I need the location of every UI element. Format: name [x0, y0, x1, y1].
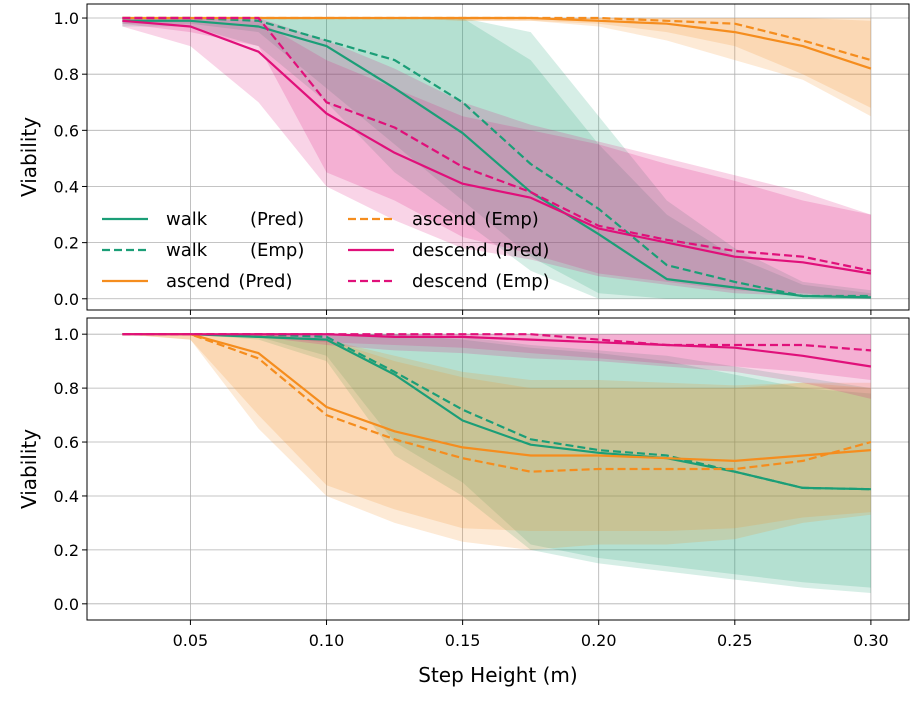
y-tick-label: 0.4 — [54, 177, 79, 196]
band-descend-dashed — [122, 18, 871, 299]
line-walk-solid — [122, 19, 871, 299]
legend-entry-name: walk — [166, 240, 208, 261]
y-tick-label: 0.8 — [54, 65, 79, 84]
band-descend-solid — [122, 334, 871, 399]
band-ascend-dashed — [122, 334, 871, 550]
line-descend-dashed — [122, 16, 872, 272]
bottom-panel: 0.0 0.2 0.4 0.6 0.8 1.0 0.05 0.10 0.15 0.20 0.25 0.… — [17, 317, 910, 650]
y-tick-label: 0.6 — [54, 433, 79, 452]
band-walk-dashed — [122, 18, 871, 299]
band-walk-solid — [122, 18, 871, 299]
legend-entry-name: ascend — [412, 209, 476, 230]
x-tick-label: 0.15 — [445, 631, 481, 650]
legend-entry-name: descend — [412, 240, 488, 261]
y-axis-label: Viability — [17, 429, 41, 509]
legend-entry-tag: (Emp) — [495, 271, 549, 292]
x-tick-label: 0.30 — [853, 631, 889, 650]
legend-entry-name: descend — [412, 271, 488, 292]
y-tick-label: 0.0 — [54, 595, 79, 614]
band-walk-solid — [122, 334, 871, 593]
series-lines — [122, 16, 872, 299]
y-tick-label: 1.0 — [54, 9, 79, 28]
band-descend-solid — [122, 18, 871, 299]
band-ascend-solid — [122, 18, 871, 117]
plot-frame — [86, 317, 910, 621]
y-tick-label: 0.2 — [54, 234, 79, 253]
legend: walk (Pred) walk (Emp) ascend (Pred) ascend (Em… — [102, 209, 550, 292]
y-tick-label: 1.0 — [54, 325, 79, 344]
x-axis-label: Step Height (m) — [418, 663, 577, 687]
legend-entry-tag: (Pred) — [250, 209, 304, 230]
line-ascend-solid — [122, 333, 871, 462]
x-tick-label: 0.10 — [309, 631, 345, 650]
legend-entry-name: ascend — [166, 271, 230, 292]
y-axis-label: Viability — [17, 117, 41, 197]
legend-entry-tag: (Pred) — [238, 271, 292, 292]
x-tick-label: 0.20 — [581, 631, 617, 650]
line-descend-solid — [122, 19, 872, 275]
y-tick-label: 0.8 — [54, 379, 79, 398]
x-tick-label: 0.05 — [173, 631, 209, 650]
confidence-bands — [122, 334, 871, 593]
band-walk-dashed — [122, 334, 871, 588]
y-tick-label: 0.0 — [54, 290, 79, 309]
y-tick-label: 0.4 — [54, 487, 79, 506]
legend-entry-tag: (Pred) — [495, 240, 549, 261]
band-ascend-dashed — [122, 18, 871, 108]
legend-entry-name: walk — [166, 209, 208, 230]
plot-frame — [86, 3, 910, 311]
line-descend-dashed — [122, 333, 871, 352]
legend-entry-tag: (Emp) — [250, 240, 304, 261]
x-tick-label: 0.25 — [717, 631, 753, 650]
line-walk-dashed — [122, 16, 871, 298]
legend-entry-tag: (Emp) — [484, 209, 538, 230]
y-tick-label: 0.2 — [54, 541, 79, 560]
series-lines — [122, 333, 872, 491]
y-tick-label: 0.6 — [54, 121, 79, 140]
confidence-bands — [122, 18, 871, 299]
